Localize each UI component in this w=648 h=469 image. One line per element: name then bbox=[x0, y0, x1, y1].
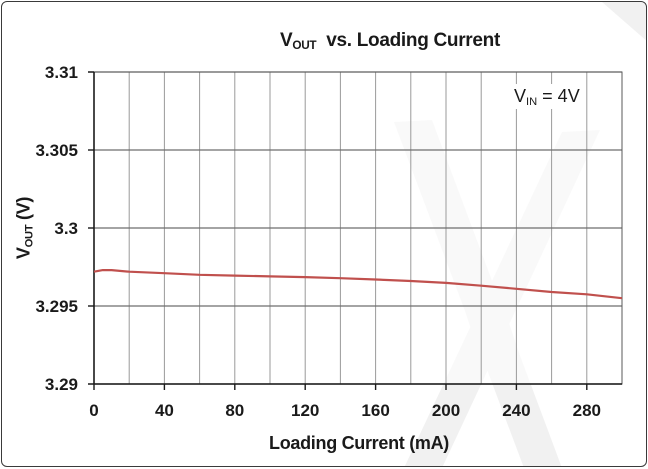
y-tick-label: 3.295 bbox=[35, 297, 78, 316]
x-tick-label: 40 bbox=[155, 401, 174, 420]
x-tick-label: 80 bbox=[225, 401, 244, 420]
x-tick-label: 280 bbox=[573, 401, 601, 420]
y-tick-label: 3.29 bbox=[45, 375, 78, 394]
x-tick-label: 0 bbox=[89, 401, 98, 420]
y-axis-label: VOUT (V) bbox=[13, 196, 36, 260]
x-tick-label: 200 bbox=[432, 401, 460, 420]
vin-annotation: VIN = 4V bbox=[510, 84, 584, 109]
x-axis-label: Loading Current (mA) bbox=[269, 433, 449, 453]
x-tick-label: 120 bbox=[291, 401, 319, 420]
x-tick-label: 160 bbox=[361, 401, 389, 420]
y-tick-label: 3.3 bbox=[54, 219, 78, 238]
y-tick-label: 3.31 bbox=[45, 63, 78, 82]
y-tick-label: 3.305 bbox=[35, 141, 78, 160]
chart-title: VOUT vs. Loading Current bbox=[279, 30, 501, 52]
x-tick-label: 240 bbox=[502, 401, 530, 420]
series-line bbox=[93, 269, 623, 300]
